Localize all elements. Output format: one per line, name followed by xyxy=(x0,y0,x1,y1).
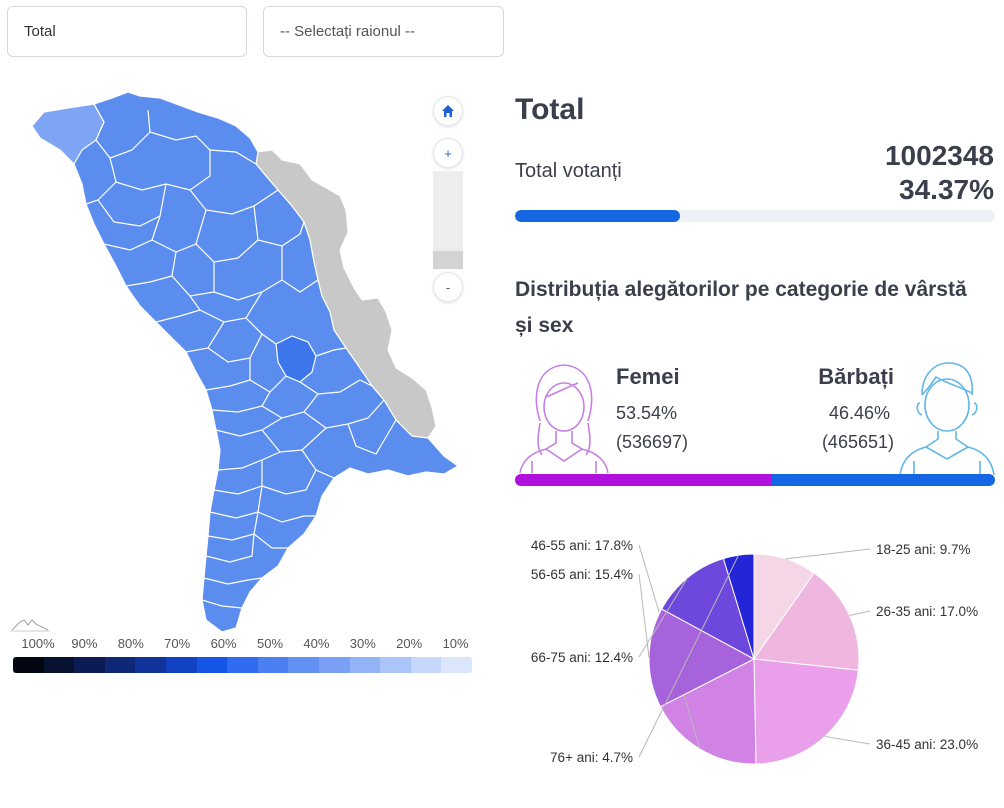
legend-swatch xyxy=(349,657,381,673)
map-region-country xyxy=(31,91,460,633)
legend-swatch xyxy=(410,657,442,673)
legend-label: 60% xyxy=(210,636,237,651)
voters-count: 1002348 xyxy=(884,140,994,171)
legend-label: 40% xyxy=(303,636,330,651)
gender-share-bar xyxy=(515,474,995,486)
pie-label: 18-25 ani: 9.7% xyxy=(876,542,971,557)
pie-label-connector xyxy=(824,735,871,745)
age-distribution-pie[interactable]: 18-25 ani: 9.7% 26-35 ani: 17.0% 36-45 ani… xyxy=(505,525,1004,785)
legend-label: 20% xyxy=(396,636,423,651)
legend-label: 10% xyxy=(442,636,469,651)
pie-label-connector xyxy=(638,573,650,658)
legend-swatch xyxy=(165,657,197,673)
legend-swatch xyxy=(196,657,228,673)
page-title: Total xyxy=(515,93,585,126)
pie-label: 66-75 ani: 12.4% xyxy=(531,650,633,665)
histogram-icon xyxy=(10,619,50,632)
map-zoom-in-button[interactable]: + xyxy=(433,138,463,168)
male-label: Bărbați xyxy=(818,364,894,389)
legend-swatch xyxy=(104,657,136,673)
map-zoom-slider-handle[interactable] xyxy=(433,251,463,269)
legend-label: 90% xyxy=(71,636,98,651)
legend-label: 70% xyxy=(164,636,191,651)
distribution-heading: Distribuția alegătorilor pe categorie de… xyxy=(515,278,967,337)
pie-label: 46-55 ani: 17.8% xyxy=(531,538,633,553)
legend-swatch xyxy=(227,657,258,673)
map-region-center xyxy=(275,335,317,383)
legend-label: 100% xyxy=(21,636,55,651)
pie-label-connector xyxy=(638,577,689,658)
pie-label: 36-45 ani: 23.0% xyxy=(876,737,978,752)
voters-percent: 34.37% xyxy=(899,174,994,205)
map-home-button[interactable] xyxy=(433,96,463,126)
turnout-progress-bar xyxy=(515,210,995,222)
map-district-borders xyxy=(85,103,397,609)
pie-label: 26-35 ani: 17.0% xyxy=(876,604,978,619)
legend-label: 30% xyxy=(349,636,376,651)
turnout-progress-fill xyxy=(515,210,680,222)
pie-label-connector xyxy=(785,548,871,560)
legend-swatch xyxy=(135,657,166,673)
legend-label: 80% xyxy=(117,636,144,651)
legend-label: 50% xyxy=(256,636,284,651)
pie-slice-76-ani[interactable] xyxy=(722,553,755,660)
legend-swatch xyxy=(257,657,289,673)
legend-swatch xyxy=(380,657,411,673)
female-percent: 53.54% xyxy=(616,403,678,423)
female-label: Femei xyxy=(616,364,680,389)
pie-label-connector xyxy=(638,554,740,758)
woman-avatar-icon xyxy=(519,364,609,473)
male-count: (465651) xyxy=(821,432,894,452)
legend-swatch xyxy=(13,657,44,673)
legend-swatch xyxy=(74,657,105,673)
gender-share-female xyxy=(515,474,772,486)
legend-swatch xyxy=(288,657,319,673)
home-icon xyxy=(442,105,454,117)
man-avatar-icon xyxy=(899,362,995,475)
legend-swatch xyxy=(43,657,75,673)
male-percent: 46.46% xyxy=(828,403,890,423)
district-select[interactable]: -- Selectați raionul -- xyxy=(263,6,504,57)
moldova-turnout-map[interactable] xyxy=(0,80,480,640)
pie-label-connector xyxy=(849,610,871,616)
legend-scale-labels: 100% 90% 80% 70% 60% 50% 40% 30% 20% 10% xyxy=(14,636,474,654)
voters-label: Total votanți xyxy=(515,160,622,182)
legend-swatch xyxy=(318,657,350,673)
pie-slice-36-45-ani[interactable] xyxy=(753,658,859,765)
legend-swatch xyxy=(441,657,472,673)
pie-label: 76+ ani: 4.7% xyxy=(550,750,633,765)
pie-label: 56-65 ani: 15.4% xyxy=(531,567,633,582)
female-count: (536697) xyxy=(616,432,689,452)
scope-select[interactable]: Total xyxy=(7,6,247,57)
map-zoom-out-button[interactable]: - xyxy=(433,272,463,302)
legend-color-scale xyxy=(13,657,472,673)
gender-share-male xyxy=(771,474,995,486)
